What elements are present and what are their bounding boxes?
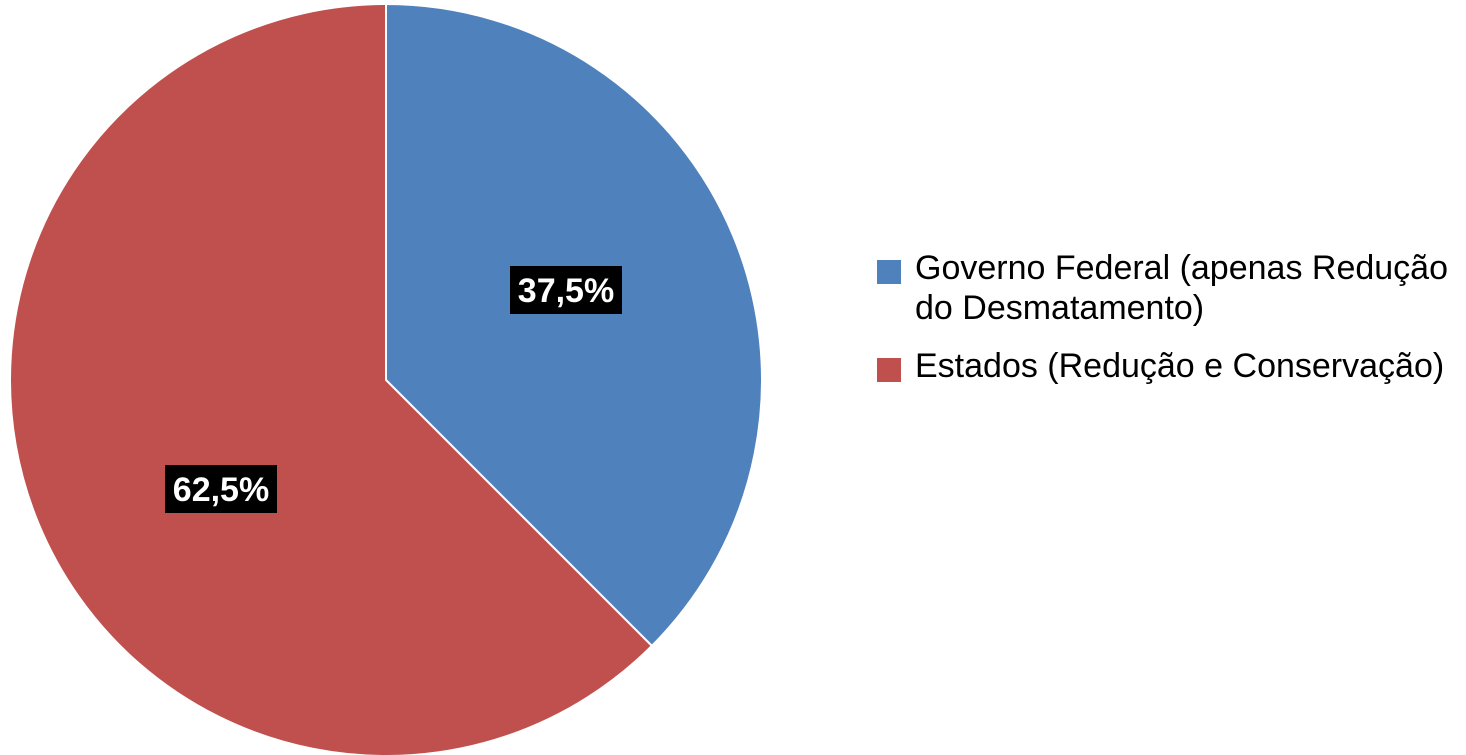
data-label-bg-estados xyxy=(165,465,277,513)
legend-swatch-estados xyxy=(877,358,901,382)
pie-slice-governo-federal xyxy=(385,2,763,648)
data-label-text-estados: 62,5% xyxy=(173,471,269,509)
data-label-estados: 62,5% xyxy=(165,465,277,513)
data-label-text-governo-federal: 37,5% xyxy=(518,272,614,310)
legend-label-estados: Estados (Redução e Conservação) xyxy=(915,347,1445,385)
data-label-bg-governo-federal xyxy=(510,266,622,314)
legend: Governo Federal (apenas Redução do Desma… xyxy=(877,248,1457,404)
legend-item-estados: Estados (Redução e Conservação) xyxy=(877,346,1457,386)
data-label-governo-federal: 37,5% xyxy=(510,266,622,314)
pie-slice-estados xyxy=(9,2,654,755)
legend-item-governo-federal: Governo Federal (apenas Redução do Desma… xyxy=(877,248,1457,328)
legend-label-governo-federal: Governo Federal (apenas Redução do Desma… xyxy=(915,249,1448,327)
legend-swatch-governo-federal xyxy=(877,260,901,284)
